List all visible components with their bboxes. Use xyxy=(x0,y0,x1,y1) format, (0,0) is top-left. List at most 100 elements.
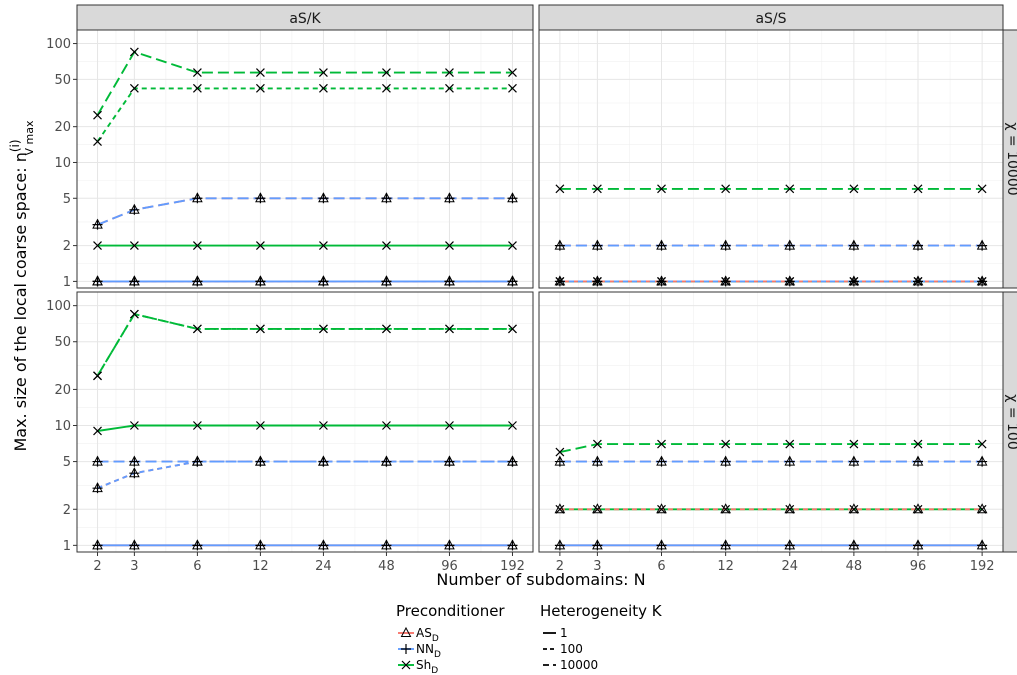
data-point-sh xyxy=(255,241,265,251)
x-tick-label: 2 xyxy=(93,559,101,574)
data-point-nn xyxy=(381,456,392,467)
data-point-nn xyxy=(977,240,988,251)
data-point-nn xyxy=(507,456,518,467)
data-point-sh xyxy=(382,421,391,430)
data-point-sh xyxy=(657,184,666,194)
panel-background xyxy=(539,292,1003,552)
data-point-sh xyxy=(849,439,859,449)
panel-background xyxy=(539,30,1003,288)
data-point-sh xyxy=(192,83,202,93)
series-line-sh-k100 xyxy=(96,87,513,143)
x-tick-label: 6 xyxy=(193,559,201,574)
data-point-sh xyxy=(592,439,602,449)
x-tick-label: 192 xyxy=(500,559,525,574)
data-point-sh xyxy=(555,504,565,514)
data-point-nn xyxy=(444,276,455,287)
data-point-nn xyxy=(592,240,603,251)
panel-background xyxy=(77,292,533,552)
legend-preconditioner-title: Preconditioner xyxy=(396,602,505,620)
data-point-sh xyxy=(93,110,102,120)
data-point-nn xyxy=(318,193,329,204)
data-point-sh xyxy=(255,324,265,334)
series-line-nn-k10000 xyxy=(97,197,513,226)
data-point-nn xyxy=(784,240,795,251)
y-tick-label: 10 xyxy=(54,419,71,434)
data-point-sh xyxy=(555,184,565,194)
data-point-sh xyxy=(129,421,139,430)
data-point-sh xyxy=(508,83,517,93)
data-point-sh xyxy=(93,241,102,251)
data-point-sh xyxy=(508,421,517,430)
data-point-sh xyxy=(721,184,731,194)
data-point-sh xyxy=(319,83,328,93)
data-point-nn xyxy=(318,540,329,551)
data-point-nn xyxy=(92,219,103,230)
data-point-sh xyxy=(192,324,202,334)
series-line-sh-k10000 xyxy=(96,313,513,377)
y-tick-label: 2 xyxy=(63,239,71,254)
data-point-sh xyxy=(319,68,328,78)
data-point-sh xyxy=(382,83,391,93)
data-point-nn xyxy=(848,240,859,251)
data-point-nn xyxy=(554,540,565,551)
data-point-sh xyxy=(192,68,202,78)
data-point-nn xyxy=(444,193,455,204)
x-tick-label: 48 xyxy=(378,559,395,574)
data-point-nn xyxy=(554,276,565,287)
legend-label-sub: D xyxy=(434,650,441,660)
data-point-sh xyxy=(913,439,923,449)
data-point-nn xyxy=(92,276,103,287)
data-point-sh xyxy=(93,426,102,436)
data-point-nn xyxy=(255,456,266,467)
data-point-nn xyxy=(848,456,859,467)
y-tick-label: 100 xyxy=(46,299,71,314)
data-point-nn xyxy=(720,540,731,551)
data-point-as xyxy=(592,503,603,514)
data-point-nn xyxy=(784,456,795,467)
data-point-sh xyxy=(508,324,517,334)
data-point-nn xyxy=(784,276,795,287)
y-tick-label: 1 xyxy=(63,275,71,290)
data-point-sh xyxy=(508,68,517,78)
data-point-sh xyxy=(913,184,923,194)
data-point-nn xyxy=(192,456,203,467)
data-point-sh xyxy=(319,421,328,430)
y-axis-title: Max. size of the local coarse space: n(i… xyxy=(8,120,36,452)
x-tick-label: 48 xyxy=(846,559,863,574)
facet-row-strip xyxy=(1002,29,1017,289)
data-point-sh xyxy=(721,439,731,449)
data-point-sh xyxy=(785,504,795,514)
data-point-as xyxy=(848,503,860,514)
data-point-nn xyxy=(92,483,103,494)
data-point-nn xyxy=(592,456,603,467)
data-point-nn xyxy=(318,276,329,287)
x-tick-label: 96 xyxy=(910,559,927,574)
y-tick-label: 20 xyxy=(54,120,71,135)
data-point-sh xyxy=(255,68,265,78)
data-point-nn xyxy=(255,276,266,287)
data-point-nn xyxy=(592,276,603,287)
data-point-nn xyxy=(129,204,140,215)
data-point-sh xyxy=(508,241,517,251)
data-point-nn xyxy=(255,540,266,551)
y-tick-label: 1 xyxy=(63,539,71,554)
y-tick-label: 5 xyxy=(63,192,71,207)
data-point-nn xyxy=(192,193,203,204)
x-tick-label: 6 xyxy=(657,559,665,574)
data-point-nn xyxy=(977,540,988,551)
data-point-nn xyxy=(554,240,565,251)
data-point-nn xyxy=(784,540,795,551)
data-point-sh xyxy=(785,184,795,194)
data-point-nn xyxy=(192,276,203,287)
facet-panel xyxy=(538,291,1004,553)
data-point-nn xyxy=(656,540,667,551)
data-point-sh xyxy=(93,371,102,381)
series-line-sh-k1 xyxy=(97,424,513,432)
data-point-sh xyxy=(255,83,265,93)
data-point-sh xyxy=(445,68,454,78)
legend-heterogeneity-title: Heterogeneity K xyxy=(540,602,663,620)
data-point-nn xyxy=(656,276,667,287)
x-tick-label: 2 xyxy=(556,559,564,574)
legend-label-sub: D xyxy=(431,666,438,675)
